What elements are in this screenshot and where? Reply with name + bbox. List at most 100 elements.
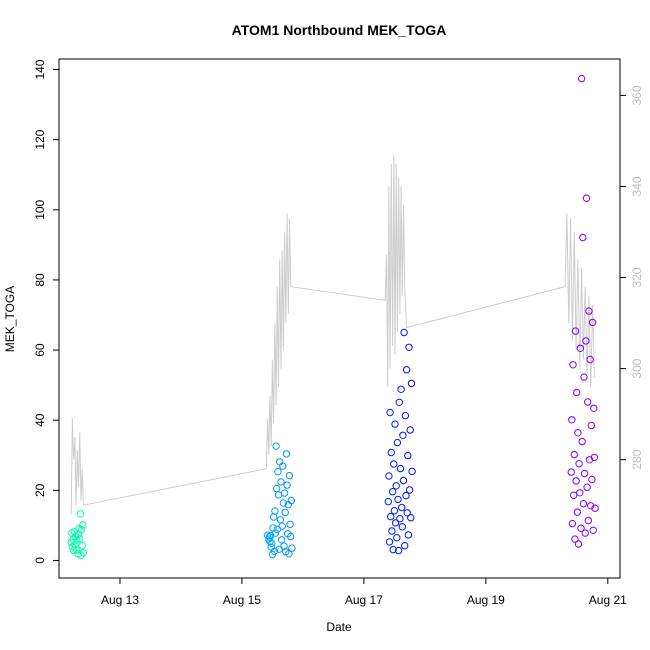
data-point	[399, 476, 408, 485]
data-point	[574, 540, 583, 548]
data-point	[584, 398, 592, 406]
data-point	[576, 344, 585, 352]
data-point	[398, 503, 406, 512]
data-point	[573, 508, 581, 516]
y-tick-label: 20	[33, 483, 47, 497]
data-point	[391, 420, 399, 428]
data-point	[76, 510, 85, 518]
y-tick-label: 60	[33, 343, 47, 357]
data-point	[390, 460, 398, 468]
data-point	[274, 468, 282, 476]
data-point	[577, 524, 585, 532]
data-point	[398, 523, 406, 531]
data-point	[287, 532, 295, 541]
data-point	[385, 472, 393, 480]
data-point	[394, 495, 402, 504]
data-point	[408, 467, 416, 476]
data-point	[590, 404, 598, 412]
data-point	[278, 522, 286, 530]
data-point	[401, 542, 409, 550]
data-point	[282, 450, 291, 458]
data-point	[269, 524, 277, 532]
chart-title: ATOM1 Northbound MEK_TOGA	[232, 22, 447, 38]
data-point	[391, 519, 400, 527]
data-point	[582, 194, 591, 202]
data-point	[583, 483, 591, 491]
data-point	[587, 421, 595, 430]
data-point	[402, 366, 411, 374]
line-series-group	[70, 154, 595, 515]
data-point	[588, 475, 596, 484]
data-point	[276, 516, 285, 524]
y2-tick-label: 360	[630, 85, 644, 105]
data-point	[265, 533, 274, 541]
data-point	[286, 520, 294, 528]
x-tick-label: Aug 21	[589, 593, 627, 607]
data-point	[389, 545, 397, 554]
data-point	[576, 489, 584, 497]
data-point	[580, 373, 588, 381]
data-point	[77, 551, 85, 559]
data-point	[388, 527, 396, 535]
y2-tick-label: 320	[630, 267, 644, 287]
y-axis-label: MEK_TOGA	[3, 286, 17, 352]
data-point	[387, 512, 395, 521]
y2-tick-label: 300	[630, 358, 644, 378]
data-point	[273, 484, 281, 493]
data-point	[266, 531, 275, 540]
data-point	[567, 468, 575, 476]
data-point	[384, 497, 392, 506]
data-point	[570, 491, 578, 499]
data-point	[579, 500, 588, 508]
data-point	[272, 442, 280, 450]
data-point	[79, 549, 88, 557]
x-tick-label: Aug 15	[223, 593, 261, 607]
data-point	[268, 539, 276, 547]
y-tick-label: 40	[33, 413, 47, 427]
data-point	[401, 411, 410, 420]
data-point	[574, 429, 582, 437]
data-point	[568, 519, 577, 528]
y-axis: 0 20 40 60 80 100 120 140	[33, 59, 60, 564]
data-point	[405, 343, 413, 351]
x-tick-label: Aug 13	[101, 593, 139, 607]
data-point	[395, 398, 403, 406]
x-tick-label: Aug 19	[467, 593, 505, 607]
data-point	[406, 426, 414, 434]
data-point	[79, 521, 87, 529]
data-point	[587, 502, 595, 510]
data-point	[271, 507, 279, 515]
data-point	[397, 385, 405, 393]
data-point	[580, 469, 589, 478]
x-tick-label: Aug 17	[345, 593, 383, 607]
data-point	[274, 491, 283, 499]
data-point	[390, 507, 399, 515]
data-point	[581, 529, 589, 537]
data-point	[279, 499, 288, 507]
data-point	[400, 328, 408, 337]
data-point	[585, 307, 593, 315]
data-point	[72, 545, 80, 554]
data-point	[403, 509, 411, 517]
data-point	[394, 546, 403, 555]
y-tick-label: 100	[33, 199, 47, 219]
data-point	[570, 450, 578, 459]
data-point	[575, 460, 583, 468]
y2-axis: 280 300 320 340 360	[619, 85, 644, 470]
series-line	[70, 154, 595, 515]
data-point	[77, 525, 86, 534]
data-point	[404, 531, 413, 539]
data-point	[582, 337, 590, 345]
data-point	[591, 504, 599, 512]
data-point	[71, 541, 79, 549]
data-point	[285, 471, 294, 480]
data-point	[387, 448, 395, 457]
data-point	[285, 550, 293, 558]
y2-tick-label: 340	[630, 176, 644, 196]
y-tick-label: 80	[33, 273, 47, 287]
data-point	[288, 544, 296, 552]
data-point	[281, 508, 289, 517]
data-point	[393, 534, 401, 542]
data-point	[589, 526, 597, 534]
data-point	[584, 516, 592, 525]
